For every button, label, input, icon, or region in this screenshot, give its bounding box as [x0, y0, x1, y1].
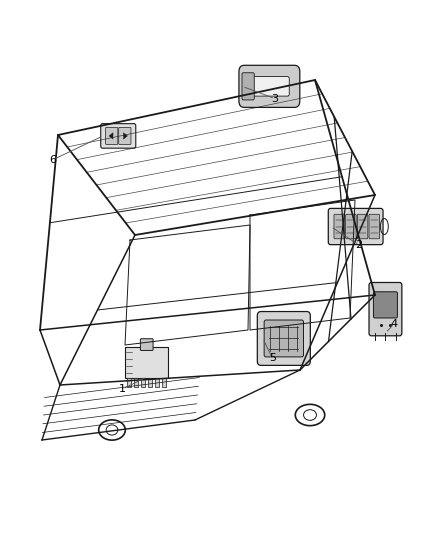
FancyBboxPatch shape: [328, 208, 383, 245]
Bar: [148, 378, 152, 387]
Text: 3: 3: [272, 94, 279, 103]
FancyBboxPatch shape: [369, 282, 402, 336]
Text: 4: 4: [391, 319, 398, 328]
FancyBboxPatch shape: [334, 214, 344, 239]
FancyBboxPatch shape: [374, 292, 397, 318]
Bar: [127, 378, 131, 387]
Polygon shape: [109, 133, 113, 139]
FancyBboxPatch shape: [106, 127, 118, 144]
FancyBboxPatch shape: [257, 311, 310, 366]
FancyBboxPatch shape: [264, 320, 304, 357]
FancyBboxPatch shape: [101, 124, 136, 148]
Text: 2: 2: [356, 240, 363, 250]
FancyBboxPatch shape: [346, 214, 356, 239]
Bar: [141, 378, 145, 387]
Polygon shape: [124, 133, 127, 139]
FancyBboxPatch shape: [357, 214, 368, 239]
FancyBboxPatch shape: [250, 77, 289, 96]
Text: 1: 1: [119, 384, 126, 394]
Bar: [162, 378, 166, 387]
FancyBboxPatch shape: [242, 72, 254, 100]
FancyBboxPatch shape: [125, 347, 169, 378]
FancyBboxPatch shape: [369, 214, 379, 239]
Bar: [155, 378, 159, 387]
FancyBboxPatch shape: [119, 127, 131, 144]
Text: 6: 6: [49, 155, 56, 165]
FancyBboxPatch shape: [239, 66, 300, 108]
Bar: [134, 378, 138, 387]
FancyBboxPatch shape: [140, 339, 153, 351]
Text: 5: 5: [269, 353, 276, 363]
